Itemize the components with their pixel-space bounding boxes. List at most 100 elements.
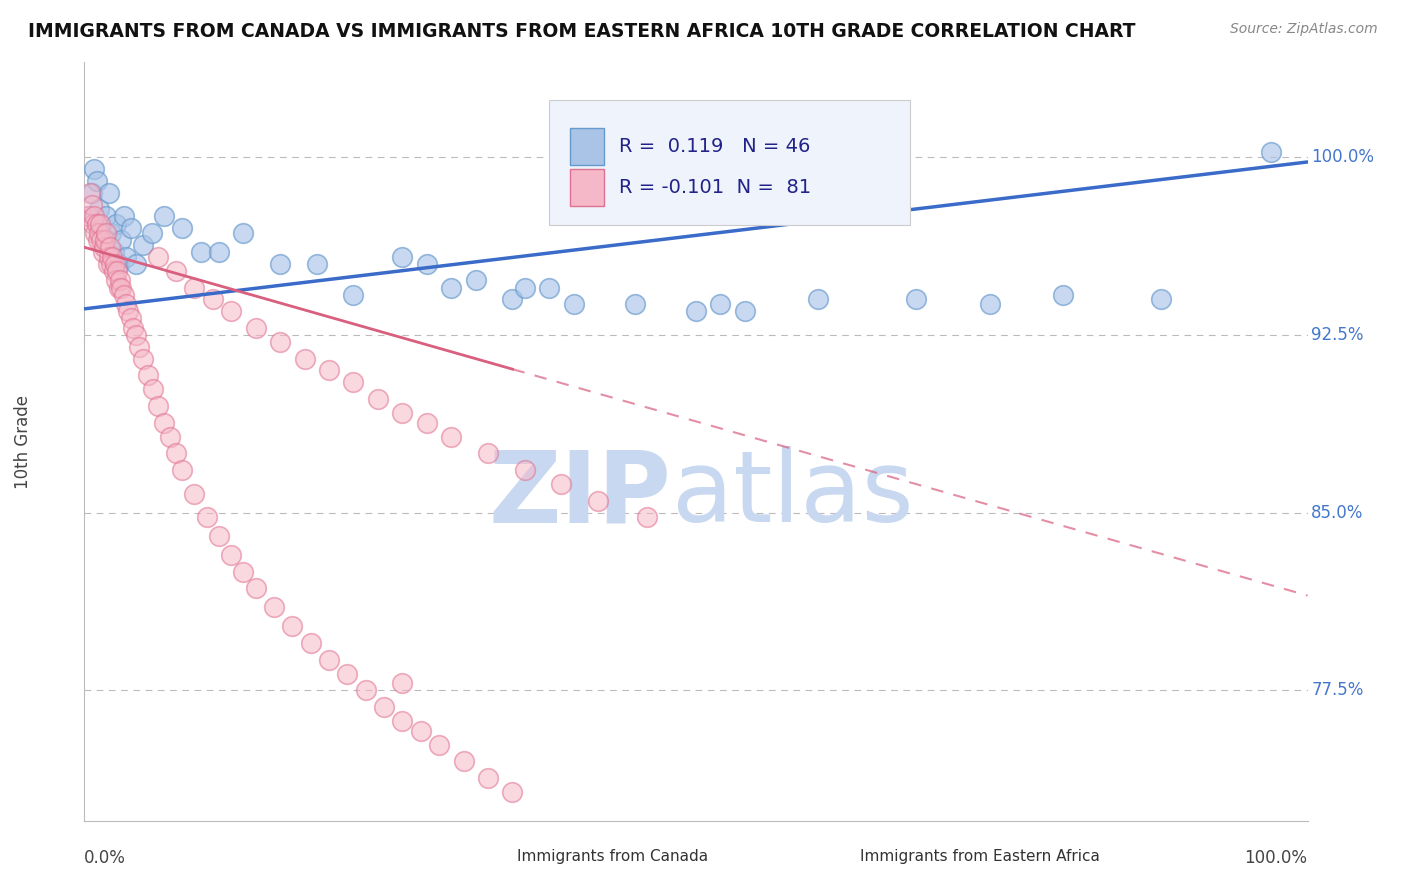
Point <box>87 202 110 217</box>
Point <box>208 529 231 543</box>
Point <box>97 186 120 200</box>
Point <box>91 244 114 259</box>
Point <box>685 304 707 318</box>
Point <box>165 446 187 460</box>
Point <box>232 226 254 240</box>
Point <box>153 416 176 430</box>
Point <box>104 257 127 271</box>
Point <box>159 430 181 444</box>
Point <box>208 244 231 259</box>
Bar <box>818 845 845 868</box>
Point <box>86 174 108 188</box>
Text: 85.0%: 85.0% <box>1312 504 1364 522</box>
Text: IMMIGRANTS FROM CANADA VS IMMIGRANTS FROM EASTERN AFRICA 10TH GRADE CORRELATION : IMMIGRANTS FROM CANADA VS IMMIGRANTS FRO… <box>28 22 1136 41</box>
Point <box>427 738 450 752</box>
Point <box>115 250 138 264</box>
Point <box>142 383 165 397</box>
Point <box>513 280 536 294</box>
Point <box>98 240 121 254</box>
Point <box>84 226 107 240</box>
Point <box>232 565 254 579</box>
Point <box>93 233 115 247</box>
Point <box>132 351 155 366</box>
Text: 100.0%: 100.0% <box>1312 148 1374 166</box>
Point <box>502 785 524 799</box>
Point <box>136 368 159 383</box>
Point <box>342 376 364 390</box>
Point <box>110 280 132 294</box>
Point <box>120 311 142 326</box>
Point <box>89 217 111 231</box>
FancyBboxPatch shape <box>550 100 910 226</box>
Point <box>132 238 155 252</box>
Point <box>1052 287 1074 301</box>
Point <box>453 755 475 769</box>
Text: 100.0%: 100.0% <box>1244 849 1308 867</box>
Point <box>77 210 100 224</box>
Point <box>183 486 205 500</box>
Point <box>318 363 340 377</box>
Point <box>367 392 389 406</box>
Point <box>87 233 110 247</box>
Point <box>100 226 122 240</box>
Point <box>86 217 108 231</box>
Point <box>120 221 142 235</box>
Point <box>245 320 267 334</box>
Point <box>83 210 105 224</box>
Point <box>122 320 145 334</box>
Point <box>269 257 291 271</box>
Point <box>734 304 756 318</box>
Point <box>103 244 125 259</box>
Text: 77.5%: 77.5% <box>1312 681 1364 699</box>
Point <box>107 257 129 271</box>
Point <box>305 257 328 271</box>
Bar <box>475 845 503 868</box>
Point <box>373 699 395 714</box>
Bar <box>569 128 605 165</box>
Point <box>269 334 291 349</box>
Point <box>153 210 176 224</box>
Text: atlas: atlas <box>672 446 912 543</box>
Point <box>96 210 118 224</box>
Point <box>79 186 101 200</box>
Point <box>299 636 322 650</box>
Text: 92.5%: 92.5% <box>1312 326 1364 344</box>
Text: R = -0.101  N =  81: R = -0.101 N = 81 <box>619 178 811 197</box>
Point <box>80 186 103 200</box>
Point <box>108 273 131 287</box>
Text: R =  0.119   N = 46: R = 0.119 N = 46 <box>619 137 810 156</box>
Point <box>141 226 163 240</box>
Point <box>281 619 304 633</box>
Point <box>391 714 413 728</box>
Text: Immigrants from Eastern Africa: Immigrants from Eastern Africa <box>860 849 1099 863</box>
Point <box>101 250 124 264</box>
Point <box>97 257 120 271</box>
Point <box>709 297 731 311</box>
Point <box>125 327 148 342</box>
Point <box>83 162 105 177</box>
Point <box>1150 293 1173 307</box>
Point <box>318 652 340 666</box>
Point <box>87 226 110 240</box>
Text: Immigrants from Canada: Immigrants from Canada <box>517 849 709 863</box>
Point <box>477 446 499 460</box>
Point <box>409 723 432 738</box>
Point <box>90 221 112 235</box>
Point <box>263 600 285 615</box>
Point <box>440 430 463 444</box>
Point <box>165 264 187 278</box>
Point <box>354 683 377 698</box>
Point <box>146 250 169 264</box>
Point <box>96 226 118 240</box>
Point <box>77 210 100 224</box>
Point <box>477 771 499 785</box>
Point <box>112 287 135 301</box>
Point <box>90 233 112 247</box>
Point <box>110 233 132 247</box>
Point <box>105 217 128 231</box>
Point <box>538 280 561 294</box>
Text: 10th Grade: 10th Grade <box>14 394 32 489</box>
Point <box>1260 145 1282 160</box>
Point <box>93 240 115 254</box>
Point <box>513 463 536 477</box>
